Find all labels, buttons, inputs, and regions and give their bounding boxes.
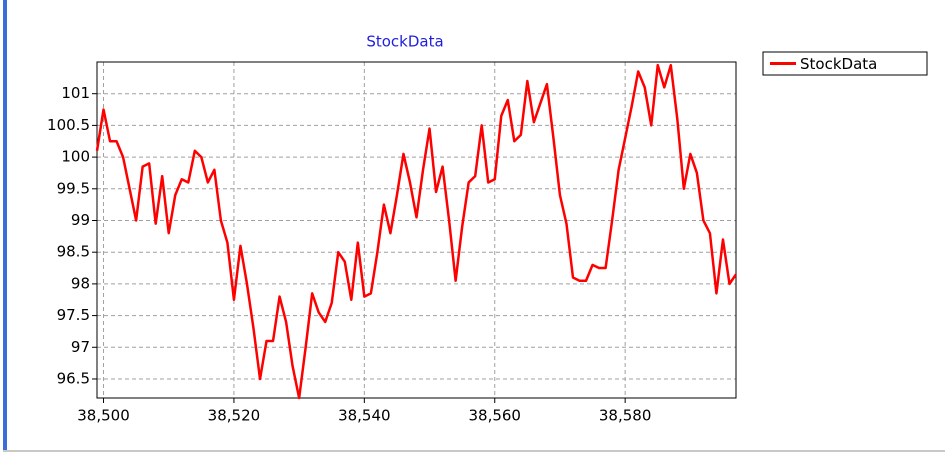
y-tick-label: 101 [61,84,90,102]
y-tick-label: 100 [61,148,90,166]
y-tick-label: 99 [71,211,90,229]
chart-title: StockData [366,33,443,51]
y-tick-label: 99.5 [57,179,90,197]
x-tick-label: 38,580 [599,407,652,425]
window-edge [3,0,7,452]
x-tick-label: 38,520 [208,407,261,425]
y-tick-label: 97.5 [57,306,90,324]
x-tick-label: 38,560 [468,407,521,425]
plot-frame [96,61,737,399]
legend-label: StockData [800,55,877,73]
window-bottom-edge [3,450,945,452]
y-tick-label: 96.5 [57,369,90,387]
x-tick-label: 38,500 [77,407,130,425]
y-tick-label: 98.5 [57,243,90,261]
line-series [95,63,738,400]
y-tick-label: 100.5 [47,116,90,134]
x-tick-label: 38,540 [338,407,391,425]
y-tick-label: 97 [71,338,90,356]
legend-box [762,51,928,76]
y-tick-label: 98 [71,274,90,292]
